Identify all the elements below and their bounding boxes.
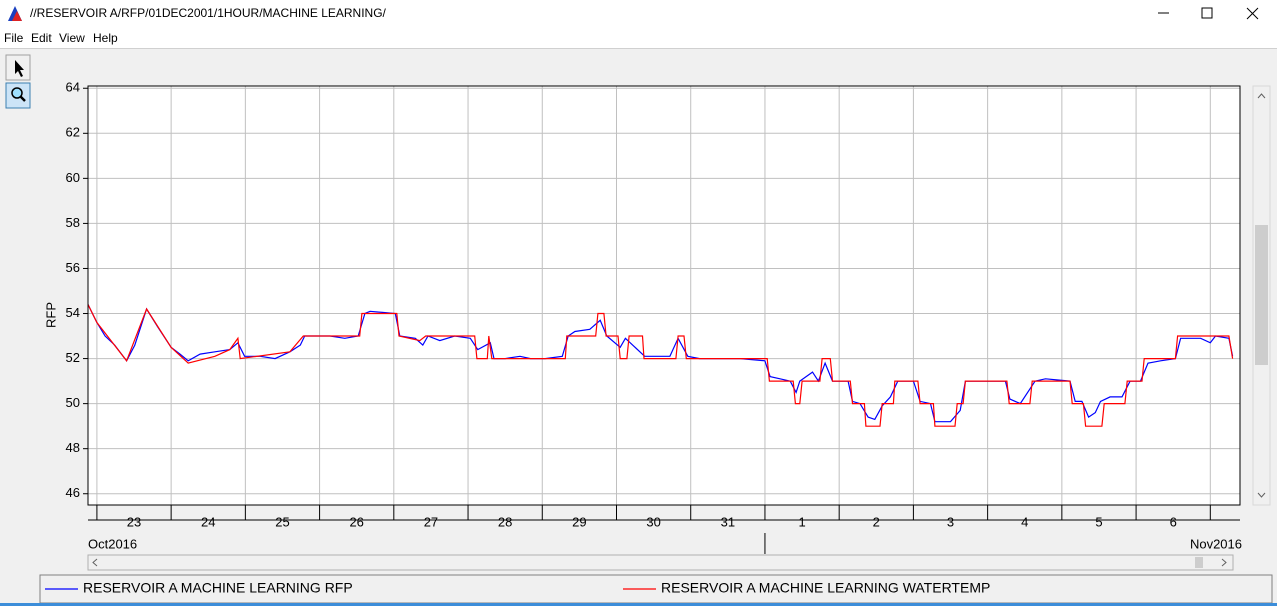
scroll-up[interactable] [1257, 93, 1266, 99]
y-tick-label: 50 [66, 395, 80, 410]
x-tick-label: 6 [1170, 514, 1177, 529]
title-bar [0, 0, 1277, 30]
h-scrollbar[interactable] [87, 554, 1234, 571]
y-tick-label: 54 [66, 305, 80, 320]
x-tick-label: 26 [349, 514, 363, 529]
menu-bar [0, 30, 1277, 48]
x-tick-label: 31 [721, 514, 735, 529]
y-axis-label: RFP [43, 302, 58, 328]
scroll-left[interactable] [92, 558, 98, 567]
x-tick-label: 4 [1021, 514, 1028, 529]
x-tick-label: 1 [798, 514, 805, 529]
plot-frame [87, 85, 1241, 506]
y-tick-label: 48 [66, 440, 80, 455]
x-tick-label: 5 [1095, 514, 1102, 529]
y-tick-label: 62 [66, 125, 80, 140]
menu-item[interactable]: Edit [31, 31, 52, 45]
y-tick-label: 46 [66, 485, 80, 500]
pointer-icon [15, 60, 24, 77]
y-tick-label: 52 [66, 350, 80, 365]
x-tick-label: 27 [424, 514, 438, 529]
zoom-icon [11, 87, 23, 99]
x-tick-label: 29 [572, 514, 586, 529]
x-tick-label: 25 [275, 514, 289, 529]
legend-label: RESERVOIR A MACHINE LEARNING RFP [83, 580, 353, 596]
series-line [87, 304, 1234, 427]
zoom-icon-handle [19, 95, 26, 102]
menu-item[interactable]: Help [93, 31, 118, 45]
v-scroll-thumb[interactable] [1255, 225, 1268, 365]
close-button[interactable] [1246, 7, 1259, 20]
menu-item[interactable]: View [59, 31, 85, 45]
window-border [0, 603, 1277, 606]
y-tick-label: 64 [66, 80, 80, 95]
h-scroll-thumb[interactable] [1195, 557, 1203, 568]
x-tick-label: 2 [873, 514, 880, 529]
menu-item[interactable]: File [4, 31, 24, 45]
y-tick-label: 58 [66, 215, 80, 230]
scroll-down[interactable] [1257, 492, 1266, 498]
x-tick-label: 28 [498, 514, 512, 529]
x-tick-label: 30 [646, 514, 660, 529]
plot-area [88, 86, 1240, 505]
app-icon-part [12, 11, 22, 21]
month-label: Nov2016 [1190, 536, 1242, 551]
y-tick-label: 56 [66, 260, 80, 275]
maximize-button[interactable] [1201, 7, 1213, 19]
x-tick-label: 23 [127, 514, 141, 529]
window-title: //RESERVOIR A/RFP/01DEC2001/1HOUR/MACHIN… [30, 6, 387, 20]
scroll-right[interactable] [1221, 558, 1227, 567]
x-tick-label: 24 [201, 514, 215, 529]
x-tick-label: 3 [947, 514, 954, 529]
legend-label: RESERVOIR A MACHINE LEARNING WATERTEMP [661, 580, 990, 596]
month-label: Oct2016 [88, 536, 137, 551]
y-tick-label: 60 [66, 170, 80, 185]
